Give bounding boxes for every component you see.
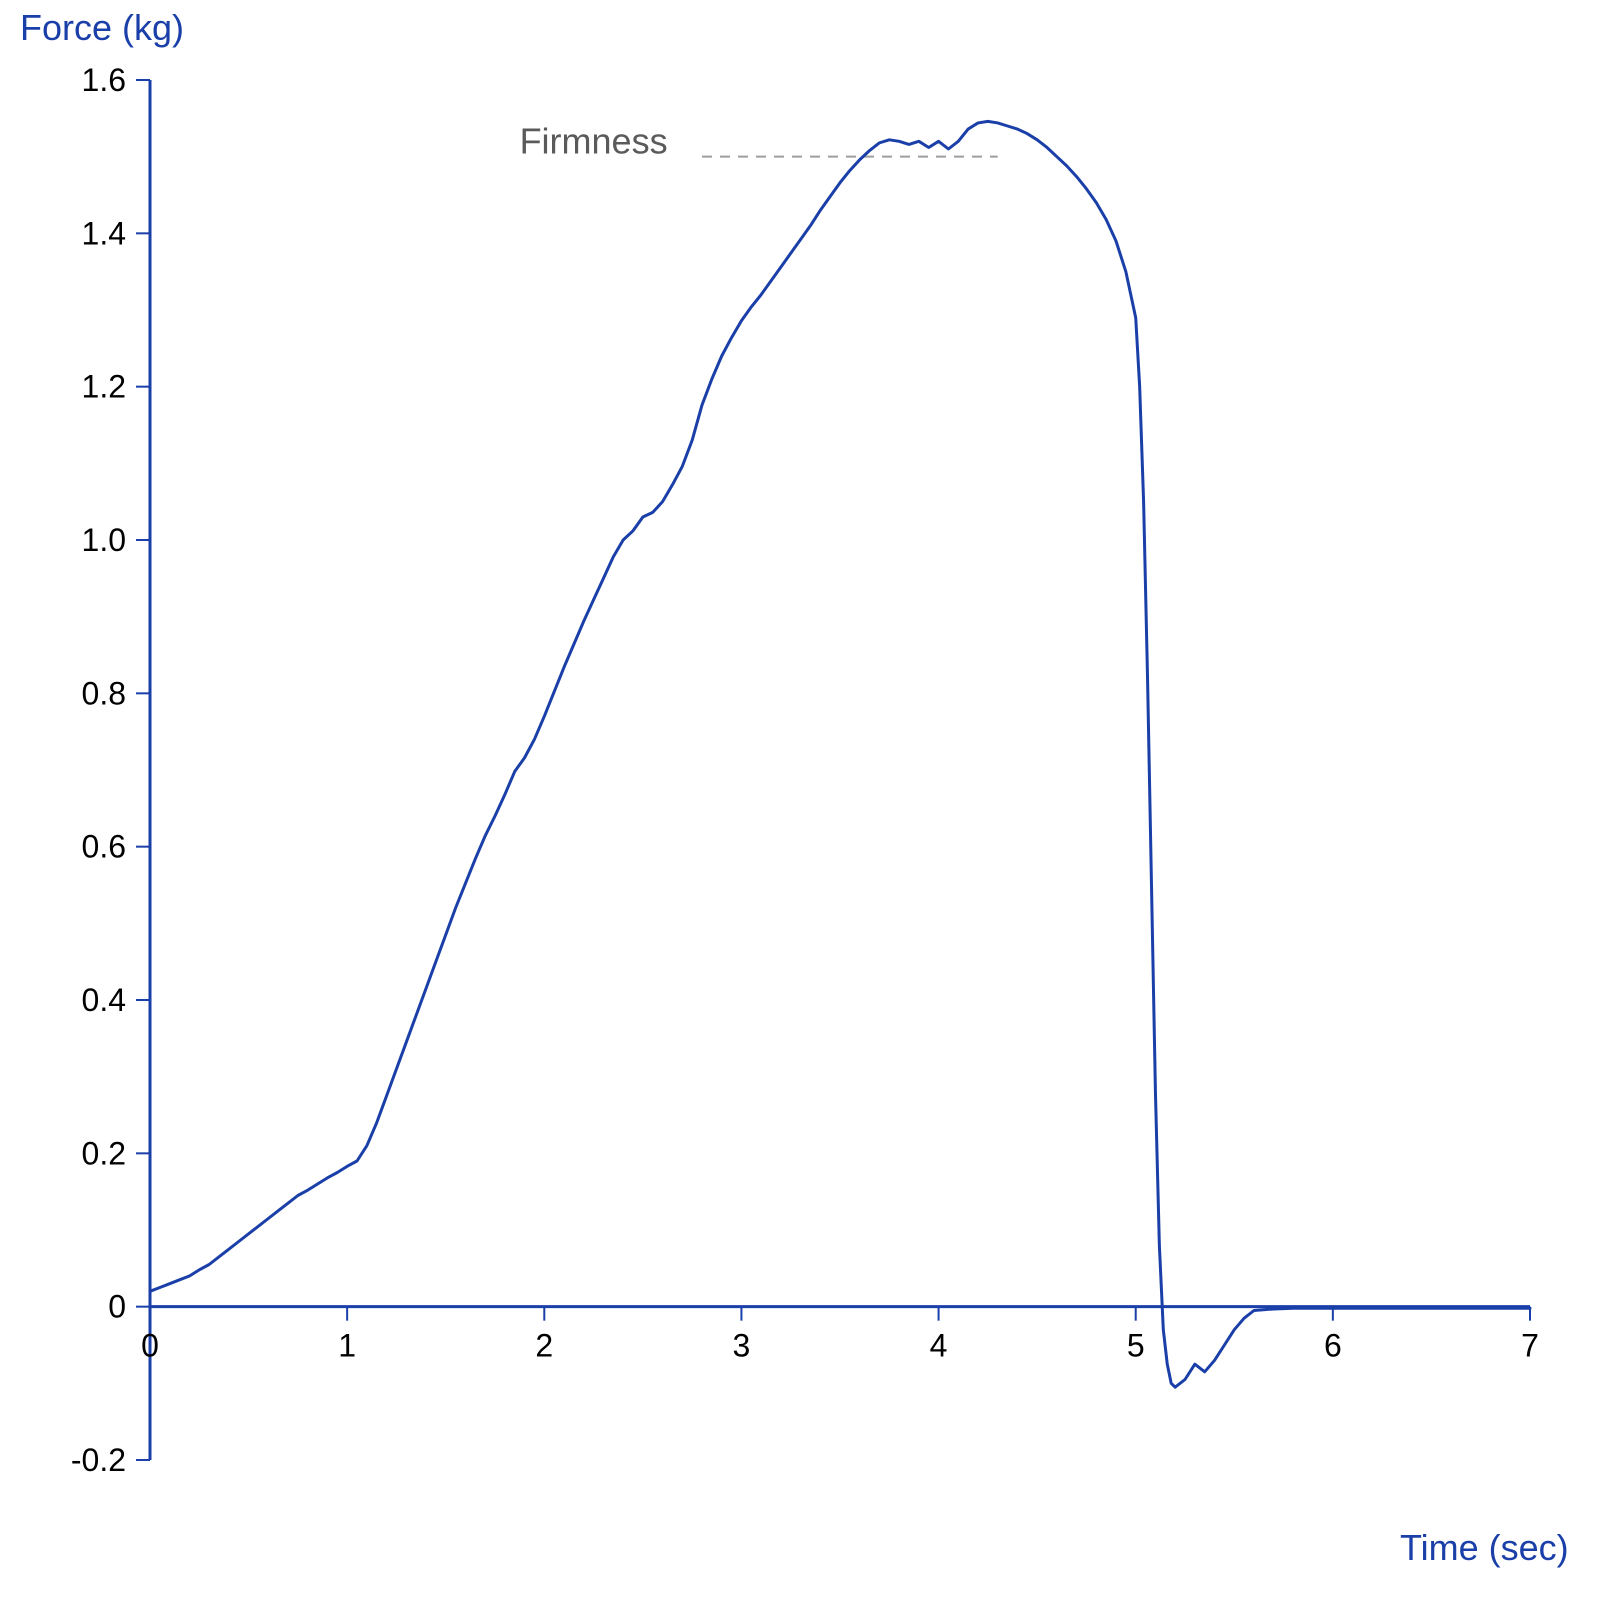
x-tick-label: 4 (930, 1328, 948, 1364)
x-tick-label: 5 (1127, 1328, 1145, 1364)
y-axis-title: Force (kg) (20, 7, 184, 48)
y-tick-label: 0.6 (82, 829, 126, 865)
y-tick-label: 0.8 (82, 675, 126, 711)
chart-svg: Force (kg) Time (sec) -0.2 0 0.2 0.4 0.6 0.8 1.0… (0, 0, 1600, 1600)
force-time-chart: Force (kg) Time (sec) -0.2 0 0.2 0.4 0.6 0.8 1.0… (0, 0, 1600, 1600)
y-tick-label: 1.2 (82, 369, 126, 405)
y-tick-label: 1.0 (82, 522, 126, 558)
y-tick-label: 0.2 (82, 1135, 126, 1171)
x-tick-label: 1 (338, 1328, 356, 1364)
x-tick-label: 6 (1324, 1328, 1342, 1364)
y-tick-label: 0 (108, 1289, 126, 1325)
y-tick-label: 1.6 (82, 62, 126, 98)
y-tick-label: 1.4 (82, 215, 126, 251)
x-axis-title: Time (sec) (1400, 1527, 1569, 1568)
x-tick-label: 3 (733, 1328, 751, 1364)
firmness-annotation: Firmness (520, 120, 668, 161)
x-tick-label: 0 (141, 1328, 159, 1364)
x-tick-label: 2 (535, 1328, 553, 1364)
y-tick-label: 0.4 (82, 982, 126, 1018)
y-tick-label: -0.2 (71, 1442, 126, 1478)
x-tick-label: 7 (1521, 1328, 1539, 1364)
